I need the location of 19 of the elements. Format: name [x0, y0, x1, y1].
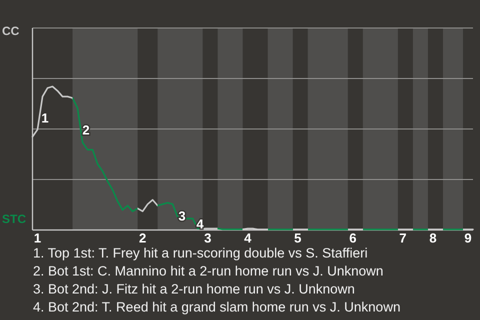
x-tick-label: 3 — [204, 230, 212, 246]
x-tick-label: 6 — [349, 230, 356, 246]
x-tick-label: 5 — [294, 230, 302, 246]
text: STC — [2, 212, 26, 226]
text: 1. Top 1st: T. Frey hit a run-scoring double vs S. Staffieri — [33, 246, 368, 260]
text: CC — [2, 24, 20, 38]
x-tick-label: 1 — [34, 230, 42, 246]
text: 2. Bot 1st: C. Mannino hit a 2-run home run vs J. Unknown — [33, 264, 384, 278]
annotation: 4 — [196, 216, 204, 232]
annotation: 3 — [178, 208, 186, 224]
x-tick-label: 4 — [244, 230, 252, 246]
text: 3. Bot 2nd: J. Fitz hit a 2-run home run vs J. Unknown — [33, 282, 355, 296]
x-tick-label: 8 — [429, 230, 437, 246]
annotation: 2 — [82, 122, 90, 138]
x-tick-label: 2 — [139, 230, 146, 246]
x-tick-label: 9 — [464, 230, 472, 246]
x-tick-label: 7 — [399, 230, 407, 246]
text: 4. Bot 2nd: T. Reed hit a grand slam home run vs J. Unknown — [33, 300, 400, 314]
annotation: 1 — [41, 110, 49, 126]
